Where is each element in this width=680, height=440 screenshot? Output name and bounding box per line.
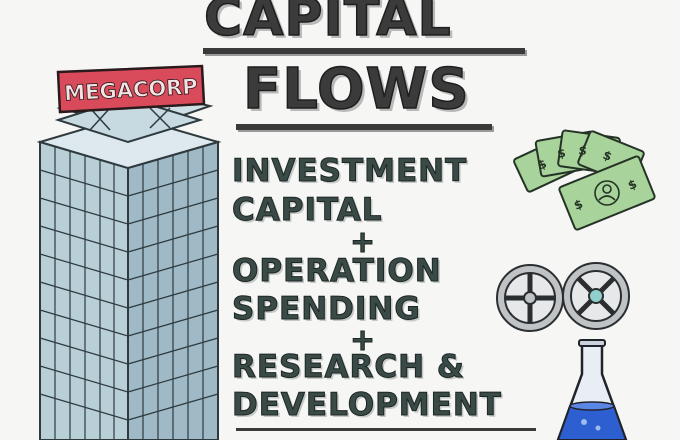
formula-investment: INVESTMENT (231, 153, 468, 189)
title-line-1: CAPITAL (203, 0, 452, 48)
plus-sign-2: + (349, 323, 376, 358)
megacorp-sign: MEGACORP (56, 64, 206, 114)
title-underline-1 (203, 48, 525, 54)
formula-spending: SPENDING (232, 291, 421, 327)
formula-research: RESEARCH & (232, 349, 465, 385)
formula-development: DEVELOPMENT (232, 387, 502, 423)
svg-text:$: $ (556, 146, 567, 161)
title-line-2: FLOWS (242, 57, 470, 122)
formula-capital: CAPITAL (231, 192, 383, 228)
svg-text:$: $ (578, 143, 588, 158)
title-underline-2 (236, 124, 492, 130)
gears-icon (496, 262, 630, 332)
flask-icon (556, 339, 628, 440)
bottom-rule (236, 428, 536, 431)
skyscraper-icon: MEGACORP (36, 64, 222, 440)
plus-sign-1: + (349, 225, 376, 260)
formula-operation: OPERATION (232, 253, 442, 289)
money-stack-icon: $ $ $ $ $ $ (513, 129, 656, 231)
